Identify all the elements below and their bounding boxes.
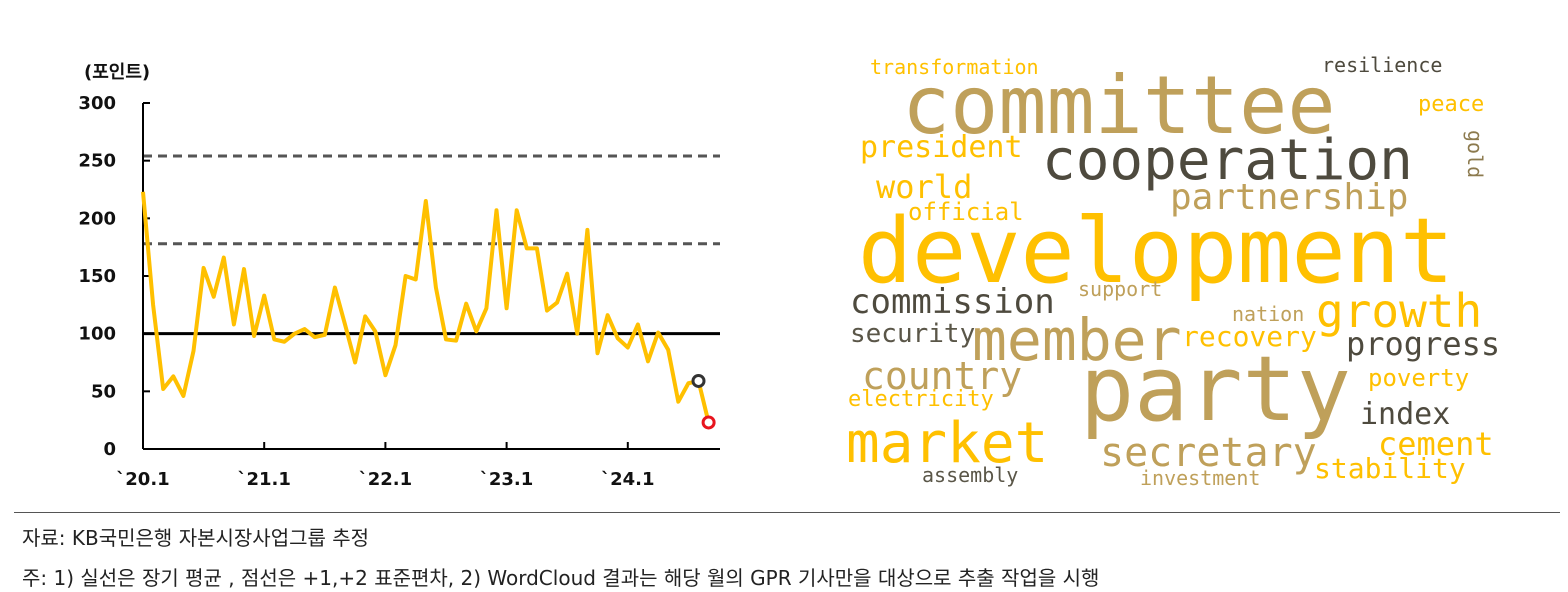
word-partnership: partnership [1170,177,1408,218]
y-tick-label: 50 [91,381,116,402]
word-party: party [1080,337,1351,442]
word-recovery: recovery [1182,320,1317,353]
word-peace: peace [1418,92,1484,117]
word-poverty: poverty [1368,364,1469,392]
word-world: world [876,168,972,206]
word-secretary: secretary [1100,430,1317,476]
word-president: president [860,130,1023,165]
word-progress: progress [1346,325,1500,363]
word-nation: nation [1232,302,1304,326]
word-development: development [858,199,1454,304]
y-tick-label: 100 [78,324,116,345]
word-market: market [846,411,1048,476]
word-security: security [850,319,975,349]
source-note: 자료: KB국민은행 자본시장사업그룹 추정 [22,526,370,550]
word-country: country [862,354,1022,398]
word-committee: committee [902,59,1335,152]
x-tick-label: `20.1 [116,469,169,490]
footnote: 주: 1) 실선은 장기 평균 , 점선은 +1,+2 표준편차, 2) Wor… [22,566,1100,590]
word-member: member [972,306,1182,374]
highlight-point-prev [691,373,706,388]
word-index: index [1360,397,1450,432]
highlight-point-latest [701,415,716,430]
word-electricity: electricity [848,387,994,412]
word-growth: growth [1316,284,1482,338]
x-tick-label: `24.1 [601,469,654,490]
y-tick-label: 200 [78,208,116,229]
word-support: support [1078,277,1162,301]
y-tick-label: 150 [78,266,116,287]
gpr-line-chart: (포인트) 0 50 100 150 200 250 300 `20.1 `21.1 `22.1… [78,62,720,490]
x-tick-label: `21.1 [237,469,290,490]
word-transformation: transformation [870,55,1039,79]
y-tick-label: 250 [78,151,116,172]
word-stability: stability [1314,452,1466,485]
y-axis-unit-label: (포인트) [84,62,150,83]
word-cooperation: cooperation [1042,128,1413,193]
word-gold: gold [1463,130,1487,178]
word-assembly: assembly [922,463,1018,487]
word-investment: investment [1140,466,1260,490]
word-cement: cement [1378,425,1494,463]
footer-divider [14,512,1560,513]
x-tick-label: `23.1 [480,469,533,490]
word-official: official [908,198,1024,226]
x-tick-label: `22.1 [359,469,412,490]
word-commission: commission [850,282,1055,322]
gpr-series-line [141,191,711,423]
y-tick-label: 300 [78,93,116,114]
y-tick-label: 0 [103,439,116,460]
word-resilience: resilience [1322,53,1442,77]
